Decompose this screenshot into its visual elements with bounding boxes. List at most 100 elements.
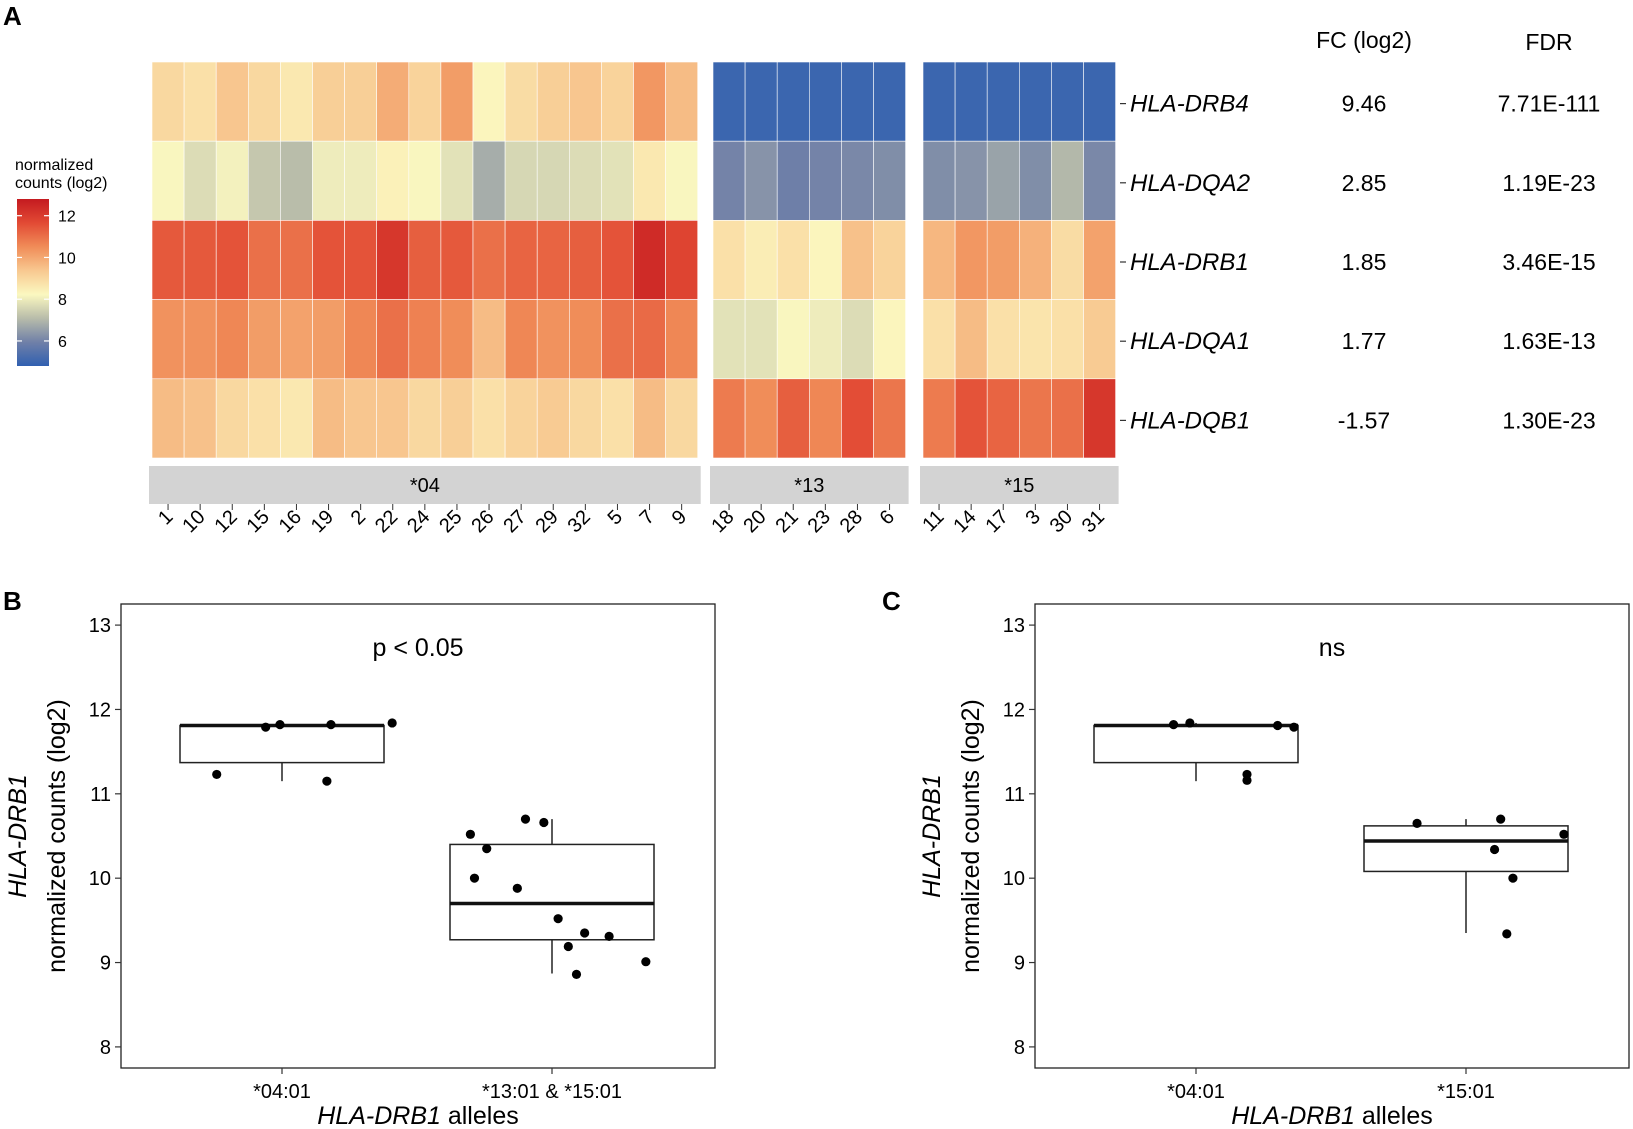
y-tick-label: 10 <box>1003 868 1025 890</box>
heatmap-cell <box>873 140 906 221</box>
sample-label: 18 <box>707 506 738 537</box>
heatmap-cell <box>1051 220 1084 300</box>
heatmap-cell <box>408 140 442 221</box>
y-tick-label: 13 <box>1003 615 1025 637</box>
sample-label: 14 <box>949 506 980 537</box>
x-axis-title-gene: HLA-DRB1 <box>317 1102 441 1129</box>
heatmap-cell <box>472 140 506 221</box>
data-point <box>275 720 285 730</box>
heatmap-cell <box>1083 140 1116 221</box>
heatmap-cell <box>312 299 345 380</box>
heatmap-cell <box>248 299 281 380</box>
heatmap-cell <box>873 378 906 459</box>
heatmap-cell <box>472 378 506 459</box>
heatmap-cell <box>504 140 538 221</box>
heatmap-cell <box>504 61 538 142</box>
heatmap-cell <box>151 378 185 459</box>
sample-label: 9 <box>668 506 691 529</box>
heatmap-cell <box>601 299 634 380</box>
data-point <box>1242 775 1252 785</box>
legend-tick-label: 12 <box>58 209 76 226</box>
panel-letter-b: B <box>3 586 22 616</box>
sample-label: 6 <box>876 506 899 529</box>
significance-annotation: ns <box>1319 634 1345 662</box>
sample-label: 31 <box>1078 506 1109 537</box>
heatmap-cell <box>1083 378 1116 459</box>
x-axis-title-rest: alleles <box>441 1102 519 1129</box>
heatmap-cell <box>808 378 842 459</box>
legend-tick-label: 6 <box>58 334 67 351</box>
heatmap-cell <box>151 140 185 221</box>
panel-letter-a: A <box>3 1 22 31</box>
heatmap-cell <box>954 61 988 142</box>
iqr-box <box>179 724 385 764</box>
fdr-value: 3.46E-15 <box>1502 249 1595 275</box>
heatmap-cell <box>633 378 666 459</box>
fdr-value: 1.63E-13 <box>1502 328 1595 354</box>
sample-label: 32 <box>564 506 595 537</box>
data-point <box>482 844 492 854</box>
sample-label: 19 <box>307 506 338 537</box>
x-axis-title-rest: alleles <box>1355 1102 1433 1129</box>
heatmap-cell <box>1083 299 1116 380</box>
heatmap-cell <box>472 61 506 142</box>
heatmap-cell <box>922 378 956 459</box>
sample-label: 12 <box>210 506 241 537</box>
heatmap-cell <box>665 140 698 221</box>
sample-label: 22 <box>371 506 402 537</box>
heatmap-cell <box>344 299 378 380</box>
heatmap-cell <box>376 299 410 380</box>
heatmap-cell <box>776 140 810 221</box>
heatmap-cell <box>248 140 281 221</box>
boxplot-b-marks: 8 9 10 11 12 13 *04:01 *13:01 & *15:01 <box>89 615 655 1103</box>
heatmap-cell <box>183 299 217 380</box>
fc-header: FC (log2) <box>1316 27 1412 53</box>
sample-label: 5 <box>604 506 627 529</box>
heatmap-cell <box>954 140 988 221</box>
data-point <box>1185 718 1195 728</box>
y-axis-title-gene: HLA-DRB1 <box>918 774 946 898</box>
heatmap-cell <box>312 220 345 300</box>
heatmap-cell <box>151 61 185 142</box>
heatmap-cell <box>376 220 410 300</box>
fc-value: 1.85 <box>1342 249 1387 275</box>
heatmap-cell <box>808 220 842 300</box>
x-axis-title: HLA-DRB1 alleles <box>317 1102 518 1129</box>
data-point <box>387 718 397 728</box>
data-point <box>212 769 222 780</box>
heatmap-cell <box>183 220 217 300</box>
heatmap-cell <box>954 220 988 300</box>
heatmap-cell <box>776 378 810 459</box>
data-point <box>512 883 522 893</box>
heatmap-cell <box>744 140 778 221</box>
heatmap-cell <box>344 378 378 459</box>
plot-frame <box>1034 603 1630 1069</box>
heatmap-cell <box>986 378 1020 459</box>
panel-letter-c: C <box>882 586 901 616</box>
data-point <box>539 817 549 828</box>
heatmap-cell <box>1051 299 1084 380</box>
gene-label: HLA-DQA2 <box>1130 170 1250 197</box>
data-point <box>326 720 336 730</box>
heatmap-cell <box>841 140 874 221</box>
legend-ticks: 12 10 8 6 <box>17 209 76 351</box>
boxplot-c-marks: 8 9 10 11 12 13 *04:01 *15:01 <box>1003 615 1569 1103</box>
heatmap-cell <box>776 299 810 380</box>
heatmap-cell <box>568 220 602 300</box>
gene-label: HLA-DQB1 <box>1130 407 1250 434</box>
sample-label: 1 <box>154 506 177 529</box>
heatmap-cell <box>712 220 746 300</box>
heatmap-cell <box>1051 61 1084 142</box>
data-point <box>580 928 590 938</box>
data-point <box>1559 829 1569 839</box>
heatmap-cell <box>440 378 474 459</box>
data-point <box>520 814 531 824</box>
fc-value: 2.85 <box>1342 170 1387 196</box>
color-legend: normalized counts (log2) 12 10 8 6 <box>15 157 108 366</box>
fdr-value: 1.30E-23 <box>1502 407 1595 433</box>
group-strip-label: *15 <box>1004 475 1034 497</box>
y-axis-title: normalized counts (log2) <box>957 699 985 973</box>
heatmap-cell <box>312 378 345 459</box>
heatmap-cell <box>215 61 249 142</box>
